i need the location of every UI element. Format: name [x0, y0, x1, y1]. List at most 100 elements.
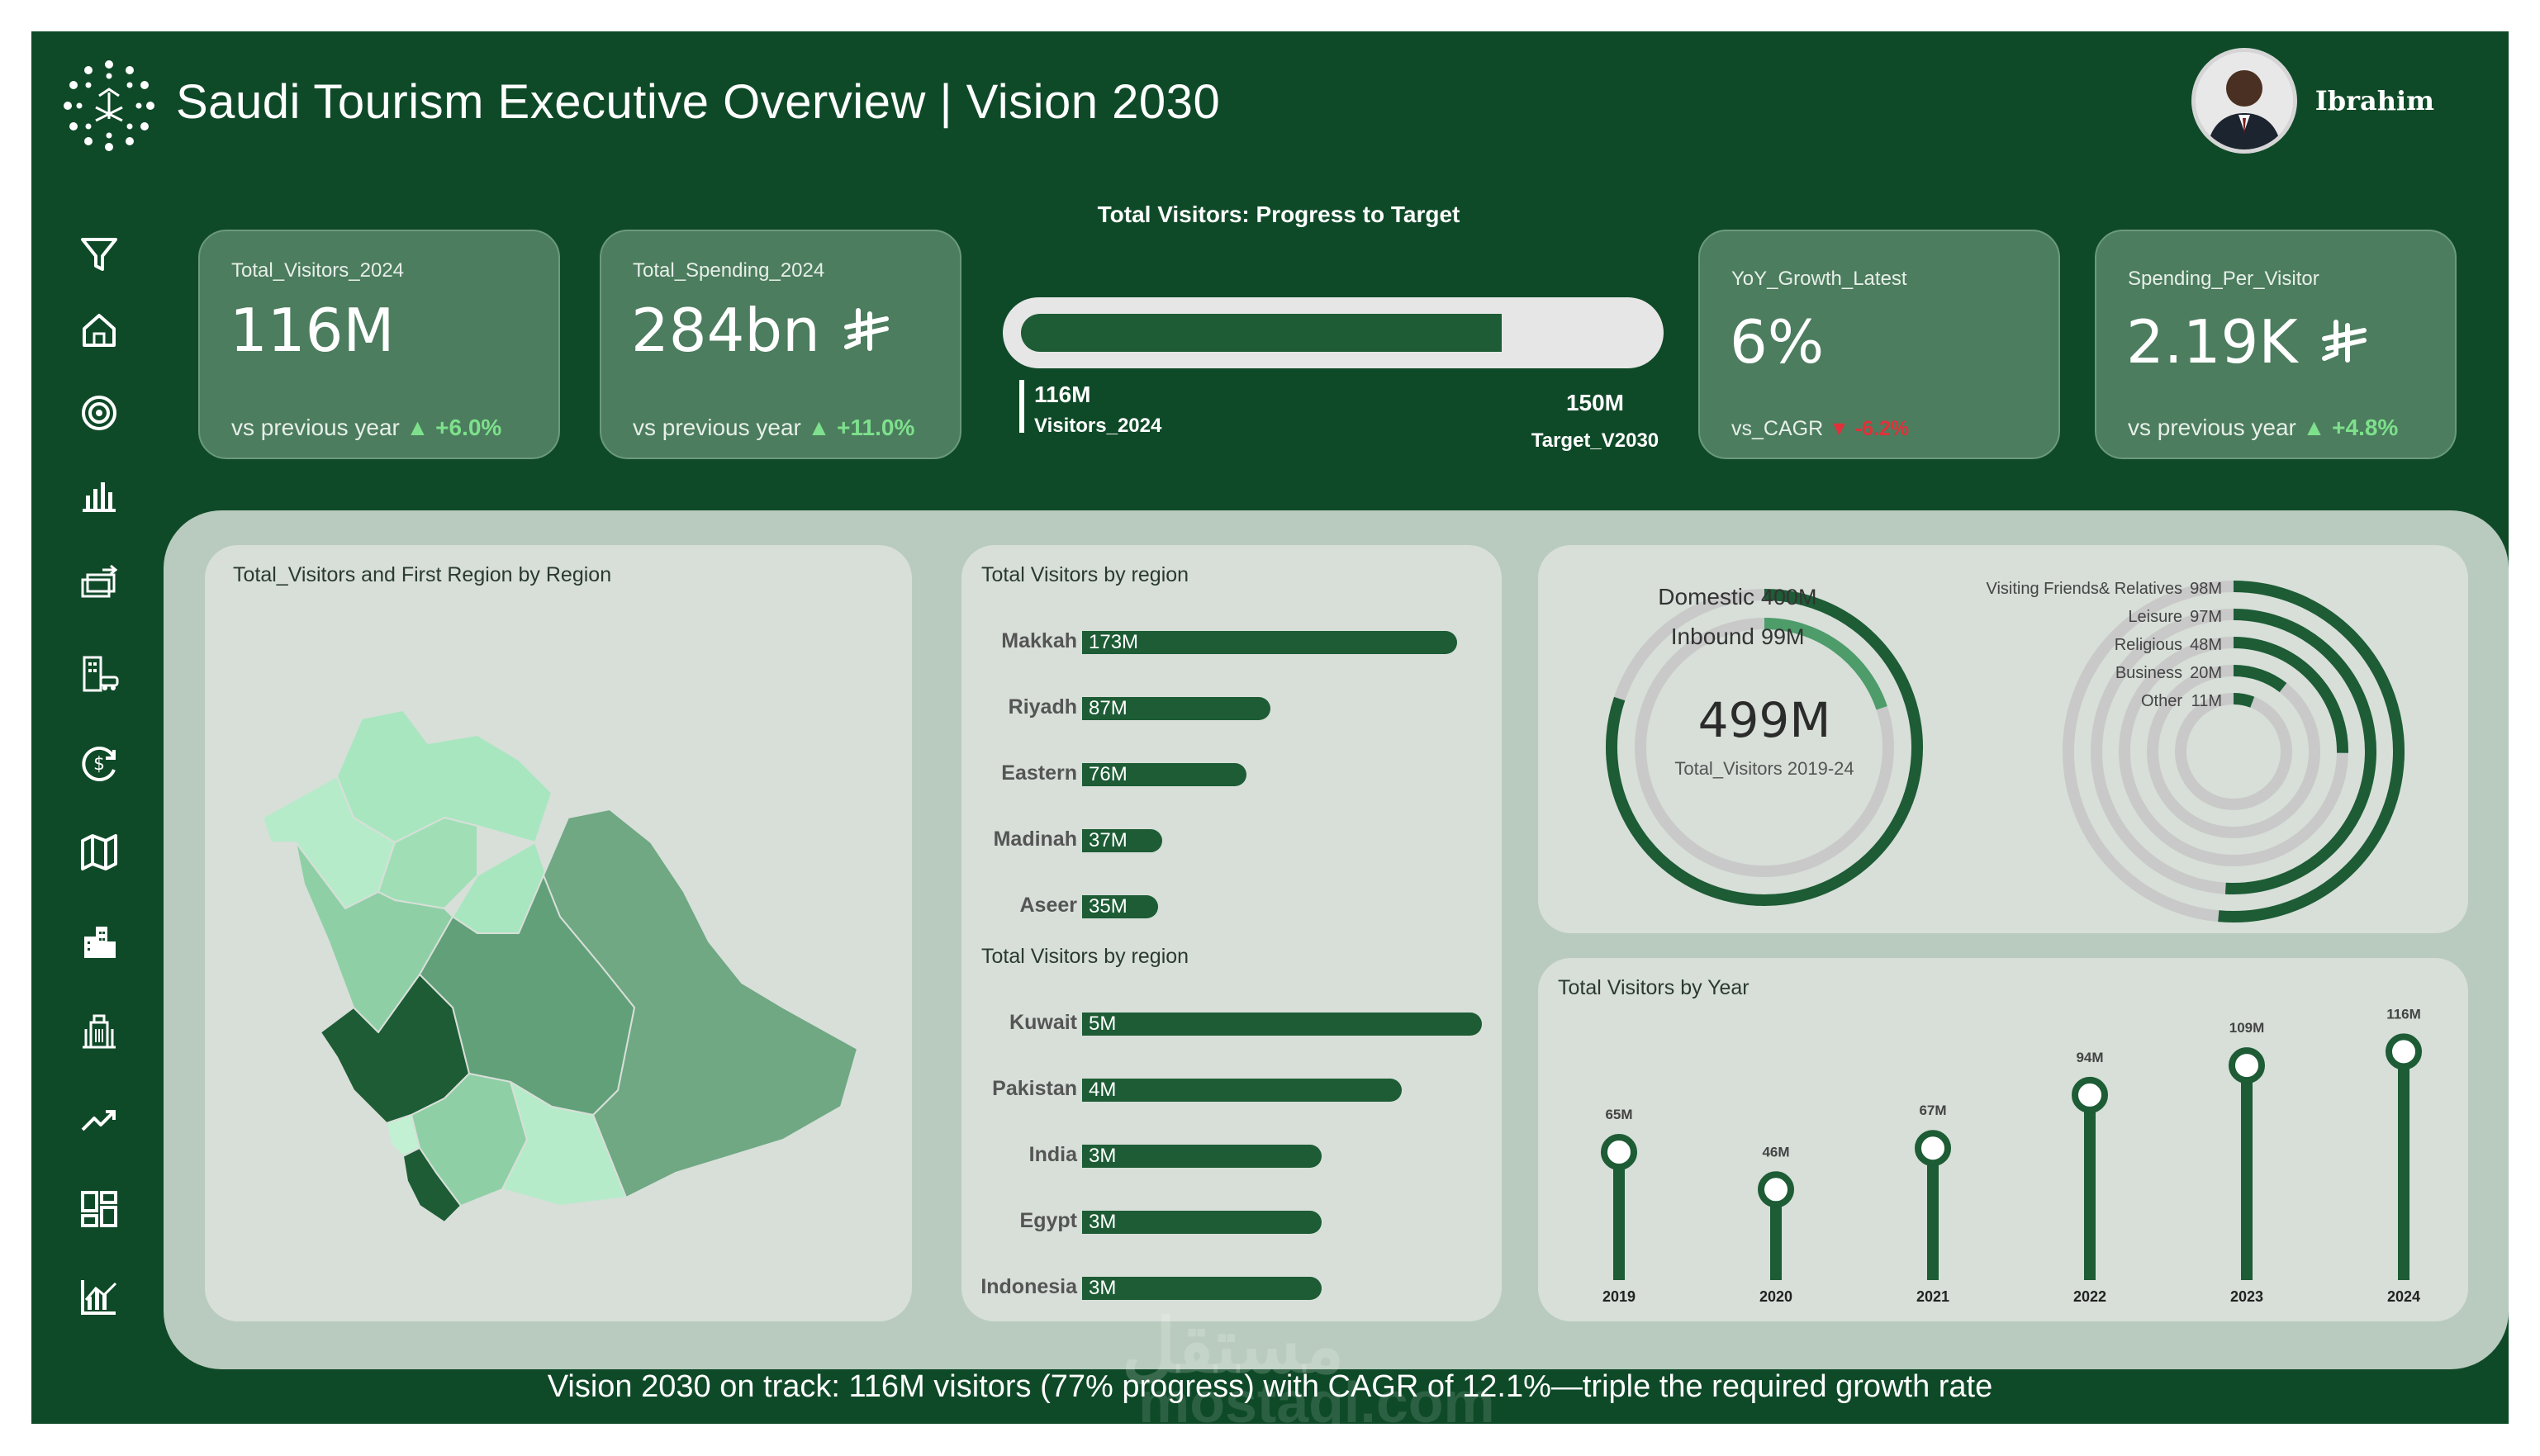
kpi-name: YoY_Growth_Latest	[1731, 268, 1907, 290]
donut-legend-name: Domestic	[1658, 584, 1754, 609]
progress-marker	[1019, 380, 1024, 433]
bar-row[interactable]: India 3M	[961, 1143, 1502, 1168]
bar-value-label: 37M	[1089, 829, 1128, 851]
bar-row[interactable]: Aseer 35M	[961, 894, 1502, 918]
bar-row[interactable]: Madinah 37M	[961, 828, 1502, 852]
year-dot[interactable]	[2386, 1033, 2422, 1070]
card-title: Total Visitors by region	[981, 945, 1189, 968]
year-value-label: 109M	[2229, 1020, 2265, 1036]
bar-label: Eastern	[1001, 761, 1077, 785]
avatar[interactable]	[2191, 48, 2297, 154]
kpi-compare: vs_CAGR	[1731, 417, 1824, 440]
year-value-label: 46M	[1762, 1144, 1789, 1160]
year-axis-label: 2024	[2387, 1288, 2420, 1305]
bar-value-label: 5M	[1089, 1013, 1117, 1035]
buildings-car-icon[interactable]	[74, 649, 124, 699]
bar-row[interactable]: Makkah 173M	[961, 629, 1502, 654]
radial-bar[interactable]	[2224, 609, 2376, 894]
bar[interactable]	[1082, 829, 1163, 852]
year-axis-label: 2023	[2230, 1288, 2263, 1305]
bar[interactable]	[1082, 895, 1158, 918]
money-transfer-icon[interactable]	[74, 560, 124, 609]
kpi-spending-per-visitor[interactable]: Spending_Per_Visitor 2.19K vs previous y…	[2095, 230, 2457, 459]
dollar-cycle-icon[interactable]: $	[74, 738, 124, 788]
year-value-label: 67M	[1919, 1103, 1946, 1118]
radial-track	[2175, 693, 2292, 810]
bar[interactable]	[1082, 631, 1457, 654]
bar[interactable]	[1082, 763, 1247, 786]
year-value-label: 116M	[2386, 1006, 2421, 1022]
user-name: Ibrahim	[2314, 85, 2434, 116]
visitor-donut-charts[interactable]: Domestic 400M Inbound 99M 499M Total_Visitors…	[1538, 545, 2468, 933]
kpi-compare: vs previous year	[231, 415, 400, 440]
progress-fill	[1021, 314, 1503, 352]
year-axis-label: 2020	[1759, 1288, 1792, 1305]
radial-bar[interactable]	[2233, 665, 2287, 693]
bar-label: Riyadh	[1008, 695, 1077, 719]
city-icon[interactable]	[74, 917, 124, 966]
kpi-value: 2.19K	[2126, 307, 2298, 377]
bar-value-label: 87M	[1089, 697, 1128, 719]
year-dot[interactable]	[2072, 1076, 2108, 1113]
year-lollipop-chart[interactable]: 65M 2019 46M 2020 67M 2021 94M 2022 109M 2023 116M…	[1538, 958, 2468, 1321]
bar-label: Aseer	[1019, 894, 1078, 917]
bar[interactable]	[1082, 1079, 1403, 1102]
target-icon[interactable]	[74, 388, 124, 438]
radial-bar[interactable]	[2233, 637, 2348, 753]
bar-row[interactable]: Kuwait 5M	[961, 1011, 1502, 1036]
donut-segment-inbound[interactable]	[1764, 618, 1887, 710]
bar-label: Pakistan	[992, 1077, 1077, 1100]
bar[interactable]	[1082, 697, 1271, 720]
map-icon[interactable]	[74, 828, 124, 877]
year-axis-label: 2021	[1916, 1288, 1949, 1305]
bar-row[interactable]: Egypt 3M	[961, 1209, 1502, 1234]
radial-label-value: 20M	[2190, 664, 2222, 682]
bar-value-label: 3M	[1089, 1211, 1117, 1233]
progress-current: 116M	[1034, 382, 1091, 407]
radial-label-value: 11M	[2191, 692, 2222, 710]
kpi-yoy-growth[interactable]: YoY_Growth_Latest 6% vs_CAGR ▼ -6.2%	[1698, 230, 2060, 459]
radial-label-name: Religious	[2115, 636, 2182, 654]
bar[interactable]	[1082, 1211, 1322, 1234]
radial-bar[interactable]	[2233, 693, 2255, 708]
bar[interactable]	[1082, 1277, 1322, 1300]
bar-value-label: 3M	[1089, 1145, 1117, 1167]
bar-row[interactable]: Pakistan 4M	[961, 1077, 1502, 1102]
home-icon[interactable]	[74, 306, 124, 355]
region-bars-card: Total Visitors by region Makkah 173M Riyad…	[961, 545, 1502, 1321]
bar-chart-icon[interactable]	[74, 471, 124, 520]
dashboard-icon[interactable]	[74, 1184, 124, 1234]
year-dot[interactable]	[1758, 1171, 1794, 1208]
year-axis-label: 2022	[2073, 1288, 2106, 1305]
year-dot[interactable]	[2229, 1047, 2265, 1084]
landmark-icon[interactable]	[74, 1006, 124, 1055]
user-profile[interactable]: Ibrahim	[2191, 48, 2434, 154]
year-dot[interactable]	[1601, 1134, 1637, 1170]
bar[interactable]	[1082, 1013, 1482, 1036]
bar-label: Kuwait	[1009, 1011, 1077, 1034]
bar[interactable]	[1082, 1145, 1322, 1168]
radial-label-value: 48M	[2190, 636, 2222, 654]
bar-row[interactable]: Eastern 76M	[961, 761, 1502, 786]
bar-row[interactable]: Indonesia 3M	[961, 1275, 1502, 1300]
chart-growth-icon[interactable]	[74, 1272, 124, 1321]
radial-bar[interactable]	[2218, 581, 2405, 922]
year-value-label: 94M	[2076, 1050, 2103, 1065]
trend-up-icon[interactable]	[74, 1095, 124, 1145]
saudi-region-map[interactable]	[205, 545, 912, 1321]
map-region-jazan	[402, 1147, 462, 1223]
donut-segment-domestic[interactable]	[1606, 589, 1923, 906]
filter-icon[interactable]	[74, 230, 124, 279]
kpi-name: Total_Spending_2024	[633, 259, 825, 282]
kpi-value: 284bn	[631, 296, 820, 365]
bar-label: Egypt	[1019, 1209, 1077, 1232]
watermark: مستقل	[1122, 1306, 1345, 1388]
riyal-icon	[2321, 320, 2367, 363]
kpi-name: Spending_Per_Visitor	[2128, 268, 2319, 290]
bar-value-label: 35M	[1089, 895, 1128, 918]
kpi-total-spending[interactable]: Total_Spending_2024 284bn vs previous ye…	[600, 230, 961, 459]
donut-legend-value: 400M	[1761, 585, 1817, 609]
bar-row[interactable]: Riyadh 87M	[961, 695, 1502, 720]
year-dot[interactable]	[1915, 1130, 1951, 1167]
kpi-total-visitors[interactable]: Total_Visitors_2024 116M vs previous yea…	[198, 230, 560, 459]
